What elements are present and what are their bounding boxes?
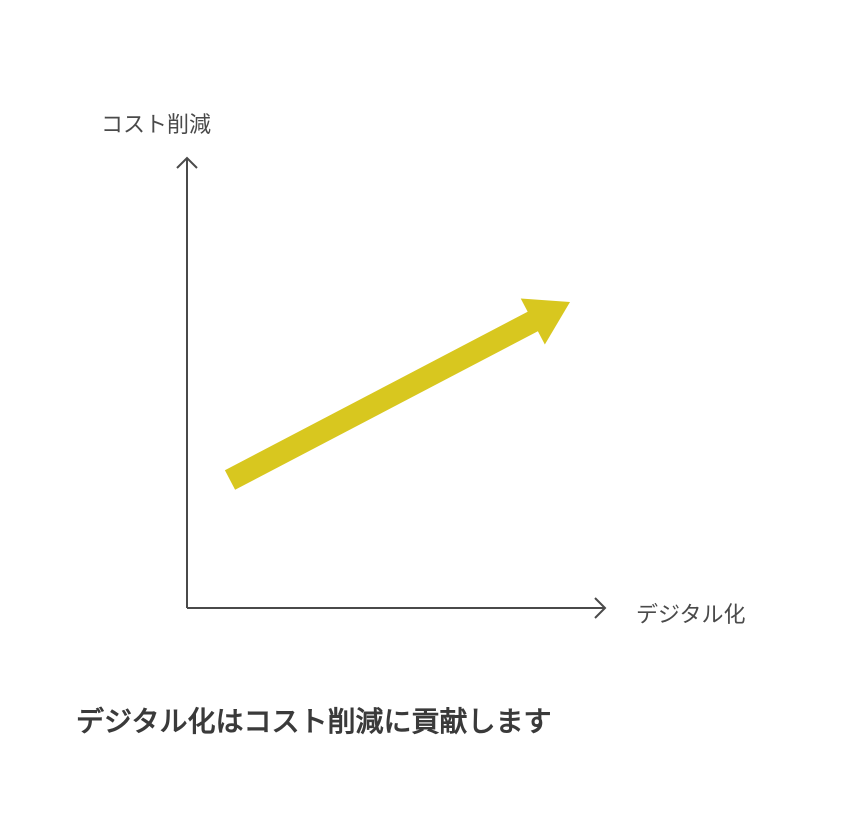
chart-caption: デジタル化はコスト削減に貢献します (76, 700, 551, 740)
x-axis-label: デジタル化 (636, 597, 746, 629)
y-axis (177, 158, 197, 608)
x-axis (187, 598, 605, 618)
trend-arrow (230, 298, 570, 480)
chart-container: コスト削減 デジタル化 デジタル化はコスト削減に貢献します (0, 0, 856, 820)
y-axis-label: コスト削減 (101, 107, 211, 139)
